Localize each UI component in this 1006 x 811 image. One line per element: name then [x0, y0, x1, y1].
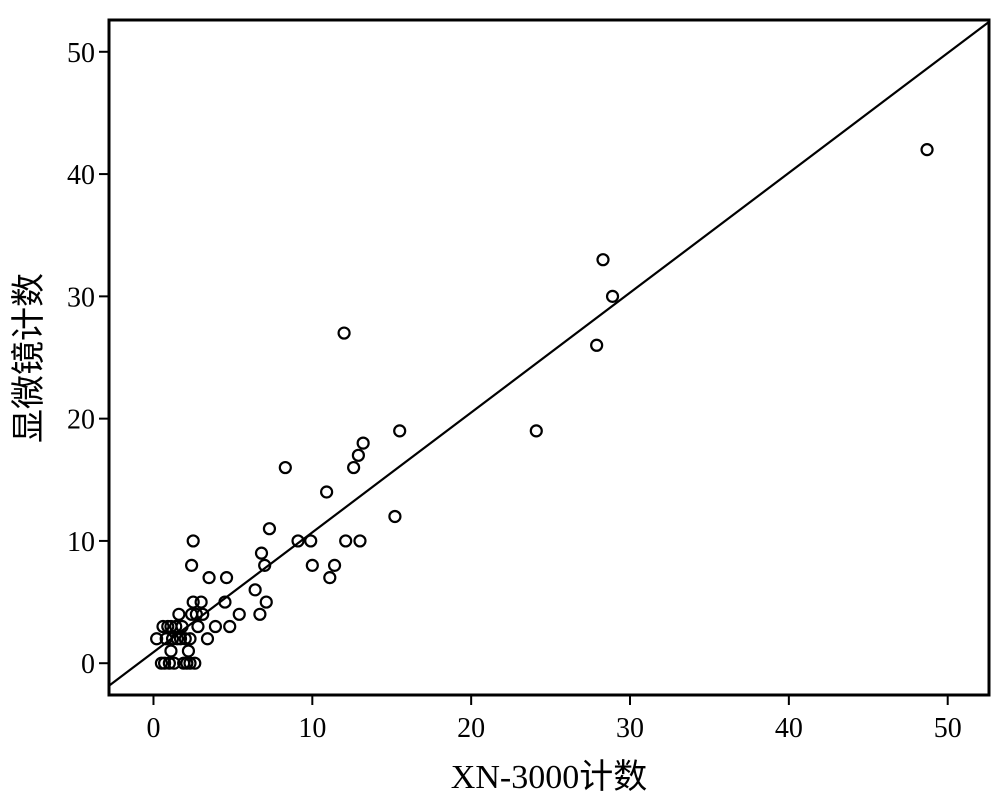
- x-tick-label: 40: [775, 713, 803, 744]
- data-point: [186, 534, 200, 548]
- data-point: [305, 558, 319, 572]
- x-axis-title: XN-3000计数: [451, 758, 647, 796]
- data-point: [248, 583, 262, 597]
- fit-line-layer: [108, 20, 990, 687]
- y-tick-label: 20: [67, 405, 95, 436]
- data-point: [165, 632, 180, 646]
- data-point: [164, 644, 178, 658]
- data-point: [188, 656, 202, 670]
- data-point: [150, 632, 164, 646]
- plot-frame: [107, 18, 991, 697]
- data-point: [208, 619, 223, 634]
- data-point: [253, 607, 267, 621]
- data-point: [186, 595, 200, 609]
- data-point: [291, 534, 305, 548]
- y-tick-label: 50: [67, 38, 95, 69]
- x-tick-label: 20: [457, 713, 485, 744]
- data-point: [356, 436, 370, 450]
- data-point: [353, 534, 367, 548]
- data-point: [258, 558, 272, 572]
- data-point: [156, 619, 170, 634]
- data-point: [191, 619, 205, 634]
- y-tick-label: 40: [67, 160, 95, 191]
- fit-line: [108, 20, 990, 687]
- data-point: [169, 619, 183, 634]
- data-point: [254, 546, 269, 560]
- data-point: [323, 571, 337, 585]
- y-axis: 0 10 20 30 40 50: [67, 38, 109, 680]
- y-tick-label: 10: [67, 527, 95, 558]
- data-point: [202, 571, 216, 585]
- data-point: [393, 424, 407, 438]
- data-point: [194, 595, 208, 609]
- data-point: [178, 632, 192, 646]
- x-tick-label: 0: [146, 713, 160, 744]
- data-point: [304, 534, 318, 548]
- x-tick-label: 30: [616, 713, 644, 744]
- data-point: [605, 289, 620, 303]
- data-point: [173, 632, 188, 646]
- data-point: [347, 460, 361, 475]
- data-point: [223, 619, 237, 634]
- data-point: [262, 522, 277, 536]
- y-axis-title: 显微镜计数: [10, 273, 48, 443]
- data-point: [175, 619, 189, 634]
- x-tick-label: 50: [934, 713, 962, 744]
- data-point: [218, 595, 232, 609]
- data-point: [196, 607, 210, 621]
- data-point: [337, 326, 351, 340]
- data-point: [172, 607, 186, 621]
- data-point: [259, 595, 273, 609]
- data-point: [339, 534, 353, 548]
- data-point: [162, 656, 176, 670]
- data-point: [232, 607, 246, 621]
- y-tick-label: 0: [81, 649, 95, 680]
- data-point: [183, 632, 197, 646]
- data-point: [590, 338, 604, 352]
- data-point: [200, 632, 215, 646]
- data-point: [219, 571, 234, 585]
- data-point: [184, 558, 199, 572]
- data-point: [920, 143, 934, 157]
- data-point: [320, 485, 334, 499]
- data-point: [351, 448, 365, 462]
- x-axis: 0 10 20 30 40 50: [146, 695, 962, 744]
- points-layer: [150, 143, 934, 670]
- x-tick-label: 10: [298, 713, 326, 744]
- data-point: [183, 656, 197, 670]
- data-point: [596, 253, 610, 267]
- y-tick-label: 30: [67, 282, 95, 313]
- data-point: [167, 656, 181, 670]
- data-point: [529, 424, 543, 438]
- data-point: [278, 460, 292, 475]
- data-point: [327, 558, 342, 572]
- data-point: [181, 644, 196, 658]
- data-point: [388, 509, 402, 524]
- data-point: [157, 656, 172, 670]
- data-point: [189, 607, 203, 621]
